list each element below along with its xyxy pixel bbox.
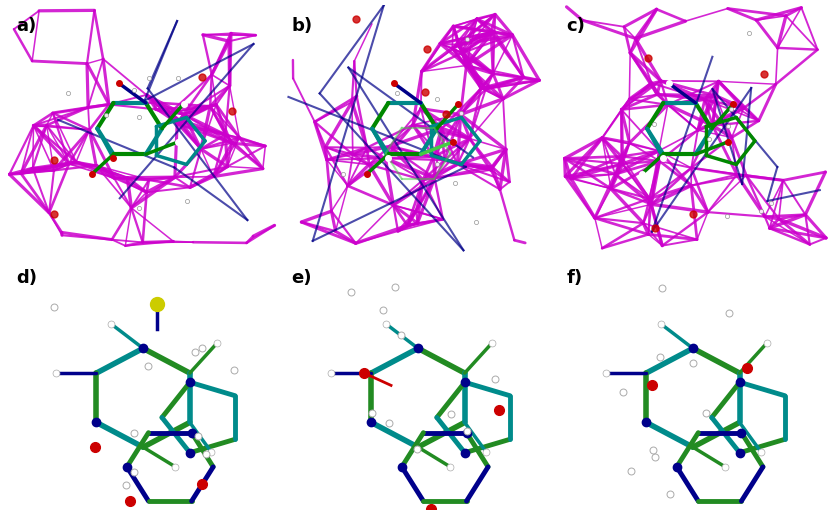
- Text: f): f): [566, 269, 583, 287]
- Text: d): d): [17, 269, 38, 287]
- Text: b): b): [291, 17, 313, 35]
- Text: e): e): [291, 269, 312, 287]
- Text: a): a): [17, 17, 37, 35]
- Text: c): c): [566, 17, 585, 35]
